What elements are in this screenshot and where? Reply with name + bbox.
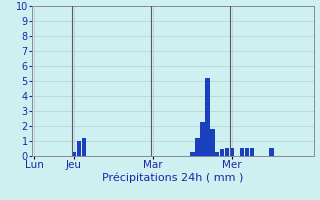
Bar — [205, 78, 210, 156]
Bar — [215, 152, 220, 156]
Bar — [230, 148, 234, 156]
Bar — [200, 121, 205, 156]
Bar — [245, 148, 249, 156]
Bar — [82, 138, 86, 156]
Bar — [77, 141, 81, 156]
Bar — [240, 148, 244, 156]
Bar — [250, 148, 254, 156]
Bar — [225, 148, 229, 156]
Bar — [210, 129, 214, 156]
Bar — [72, 152, 76, 156]
Bar — [195, 138, 200, 156]
Bar — [269, 148, 274, 156]
X-axis label: Précipitations 24h ( mm ): Précipitations 24h ( mm ) — [102, 173, 244, 183]
Bar — [220, 148, 224, 156]
Bar — [190, 152, 195, 156]
